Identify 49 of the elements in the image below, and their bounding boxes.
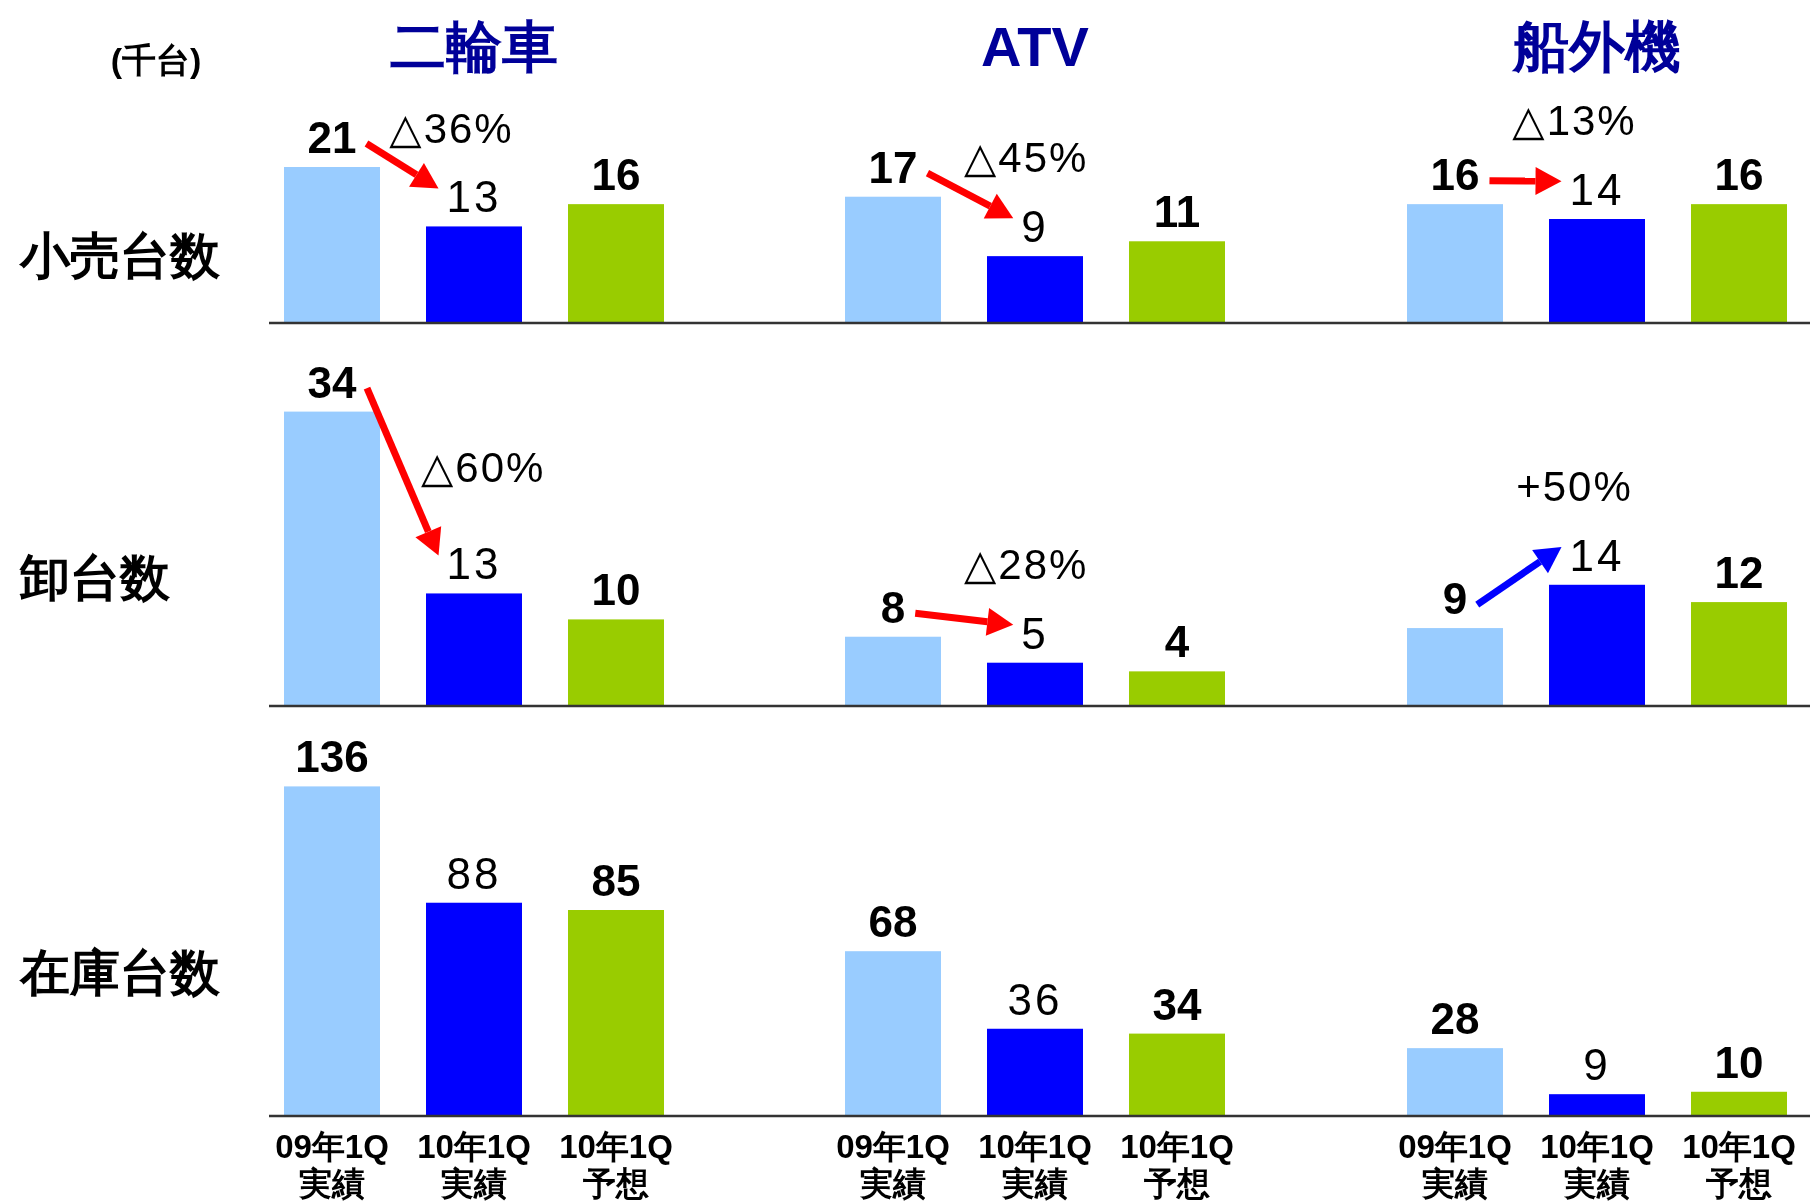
- y-axis-title: 在庫台数: [19, 944, 221, 1001]
- annotation: △28%: [964, 540, 1089, 588]
- x-tick-label: 10年1Q 予想: [559, 1128, 673, 1202]
- data-label: 136: [295, 732, 369, 782]
- data-label: 10: [1714, 1037, 1764, 1087]
- data-label: 16: [591, 150, 641, 200]
- data-label: 14: [1569, 530, 1625, 580]
- data-label: 14: [1569, 165, 1625, 214]
- data-label: 11: [1153, 187, 1201, 237]
- data-label: 5: [1021, 608, 1049, 658]
- data-label: 12: [1714, 548, 1764, 598]
- data-label: 9: [1442, 574, 1468, 624]
- data-label: 34: [307, 357, 357, 407]
- data-label: 28: [1430, 994, 1480, 1044]
- data-label: 9: [1021, 202, 1049, 252]
- data-label: 16: [1430, 150, 1480, 200]
- data-label: 21: [307, 113, 357, 162]
- x-tick-label: 10年1Q 予想: [1682, 1128, 1796, 1202]
- x-tick-label: 10年1Q 実績: [417, 1128, 531, 1202]
- chart-title: 二輪車: [390, 15, 558, 78]
- data-label: 16: [1714, 150, 1764, 200]
- data-label: 36: [1007, 974, 1063, 1024]
- data-label: 85: [591, 856, 641, 905]
- x-tick-label: 09年1Q 実績: [836, 1128, 950, 1202]
- data-label: 8: [880, 582, 906, 632]
- annotation: △60%: [421, 443, 546, 491]
- x-tick-label: 10年1Q 実績: [1540, 1128, 1654, 1202]
- annotation: +50%: [1516, 462, 1633, 510]
- data-label: 13: [446, 172, 502, 222]
- data-label: 9: [1583, 1040, 1611, 1090]
- y-axis-title: 小売台数: [18, 227, 221, 284]
- chart-title: 船外機: [1511, 15, 1681, 78]
- data-label: 34: [1152, 979, 1202, 1029]
- x-tick-label: 10年1Q 予想: [1120, 1128, 1234, 1202]
- data-label: 68: [868, 897, 918, 947]
- data-label: 88: [446, 848, 502, 898]
- data-label: 17: [868, 142, 918, 192]
- x-tick-label: 09年1Q 実績: [275, 1128, 389, 1202]
- annotation: △13%: [1512, 97, 1637, 145]
- data-label: 13: [446, 539, 502, 589]
- text: (千台): [110, 41, 202, 79]
- annotation: △45%: [964, 134, 1089, 182]
- x-tick-label: 09年1Q 実績: [1398, 1128, 1512, 1202]
- data-label: 4: [1164, 617, 1190, 667]
- x-tick-label: 10年1Q 実績: [978, 1128, 1092, 1202]
- annotation: △36%: [389, 104, 514, 152]
- data-label: 10: [591, 565, 641, 615]
- chart-title: ATV: [981, 15, 1089, 78]
- y-axis-title: 卸台数: [19, 550, 171, 607]
